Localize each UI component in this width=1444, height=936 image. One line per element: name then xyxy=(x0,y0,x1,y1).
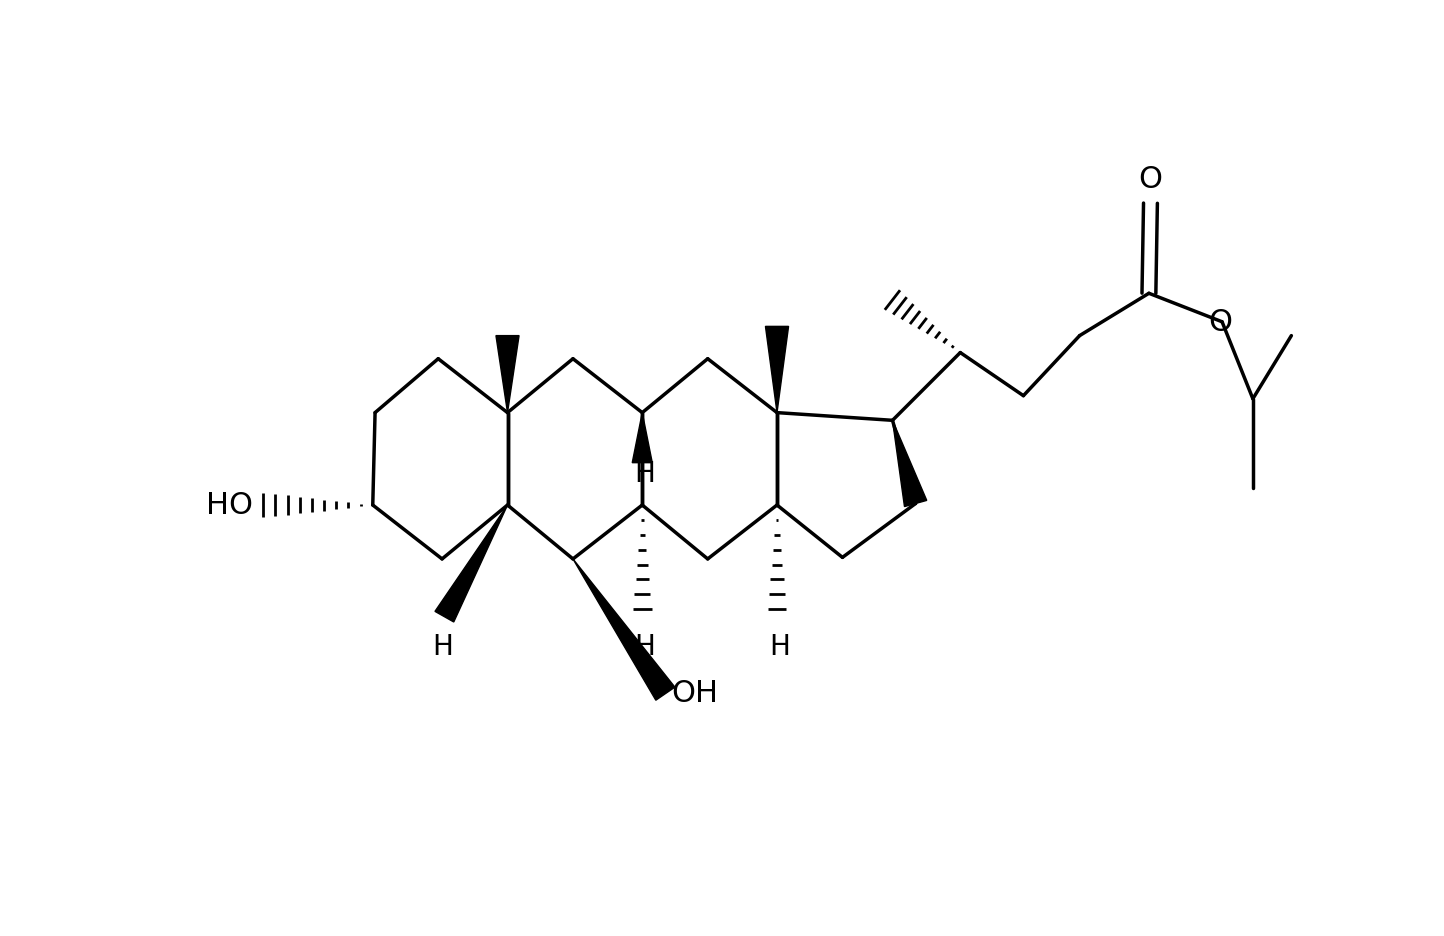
Polygon shape xyxy=(573,559,674,700)
Text: H: H xyxy=(634,461,656,489)
Text: O: O xyxy=(1209,308,1233,337)
Text: HO: HO xyxy=(206,490,253,519)
Text: O: O xyxy=(1138,165,1162,194)
Text: OH: OH xyxy=(671,680,719,709)
Polygon shape xyxy=(495,336,518,413)
Text: H: H xyxy=(634,634,656,662)
Polygon shape xyxy=(765,327,788,413)
Polygon shape xyxy=(892,420,927,506)
Polygon shape xyxy=(632,413,653,462)
Text: H: H xyxy=(432,634,453,662)
Polygon shape xyxy=(435,505,507,622)
Text: H: H xyxy=(768,634,790,662)
